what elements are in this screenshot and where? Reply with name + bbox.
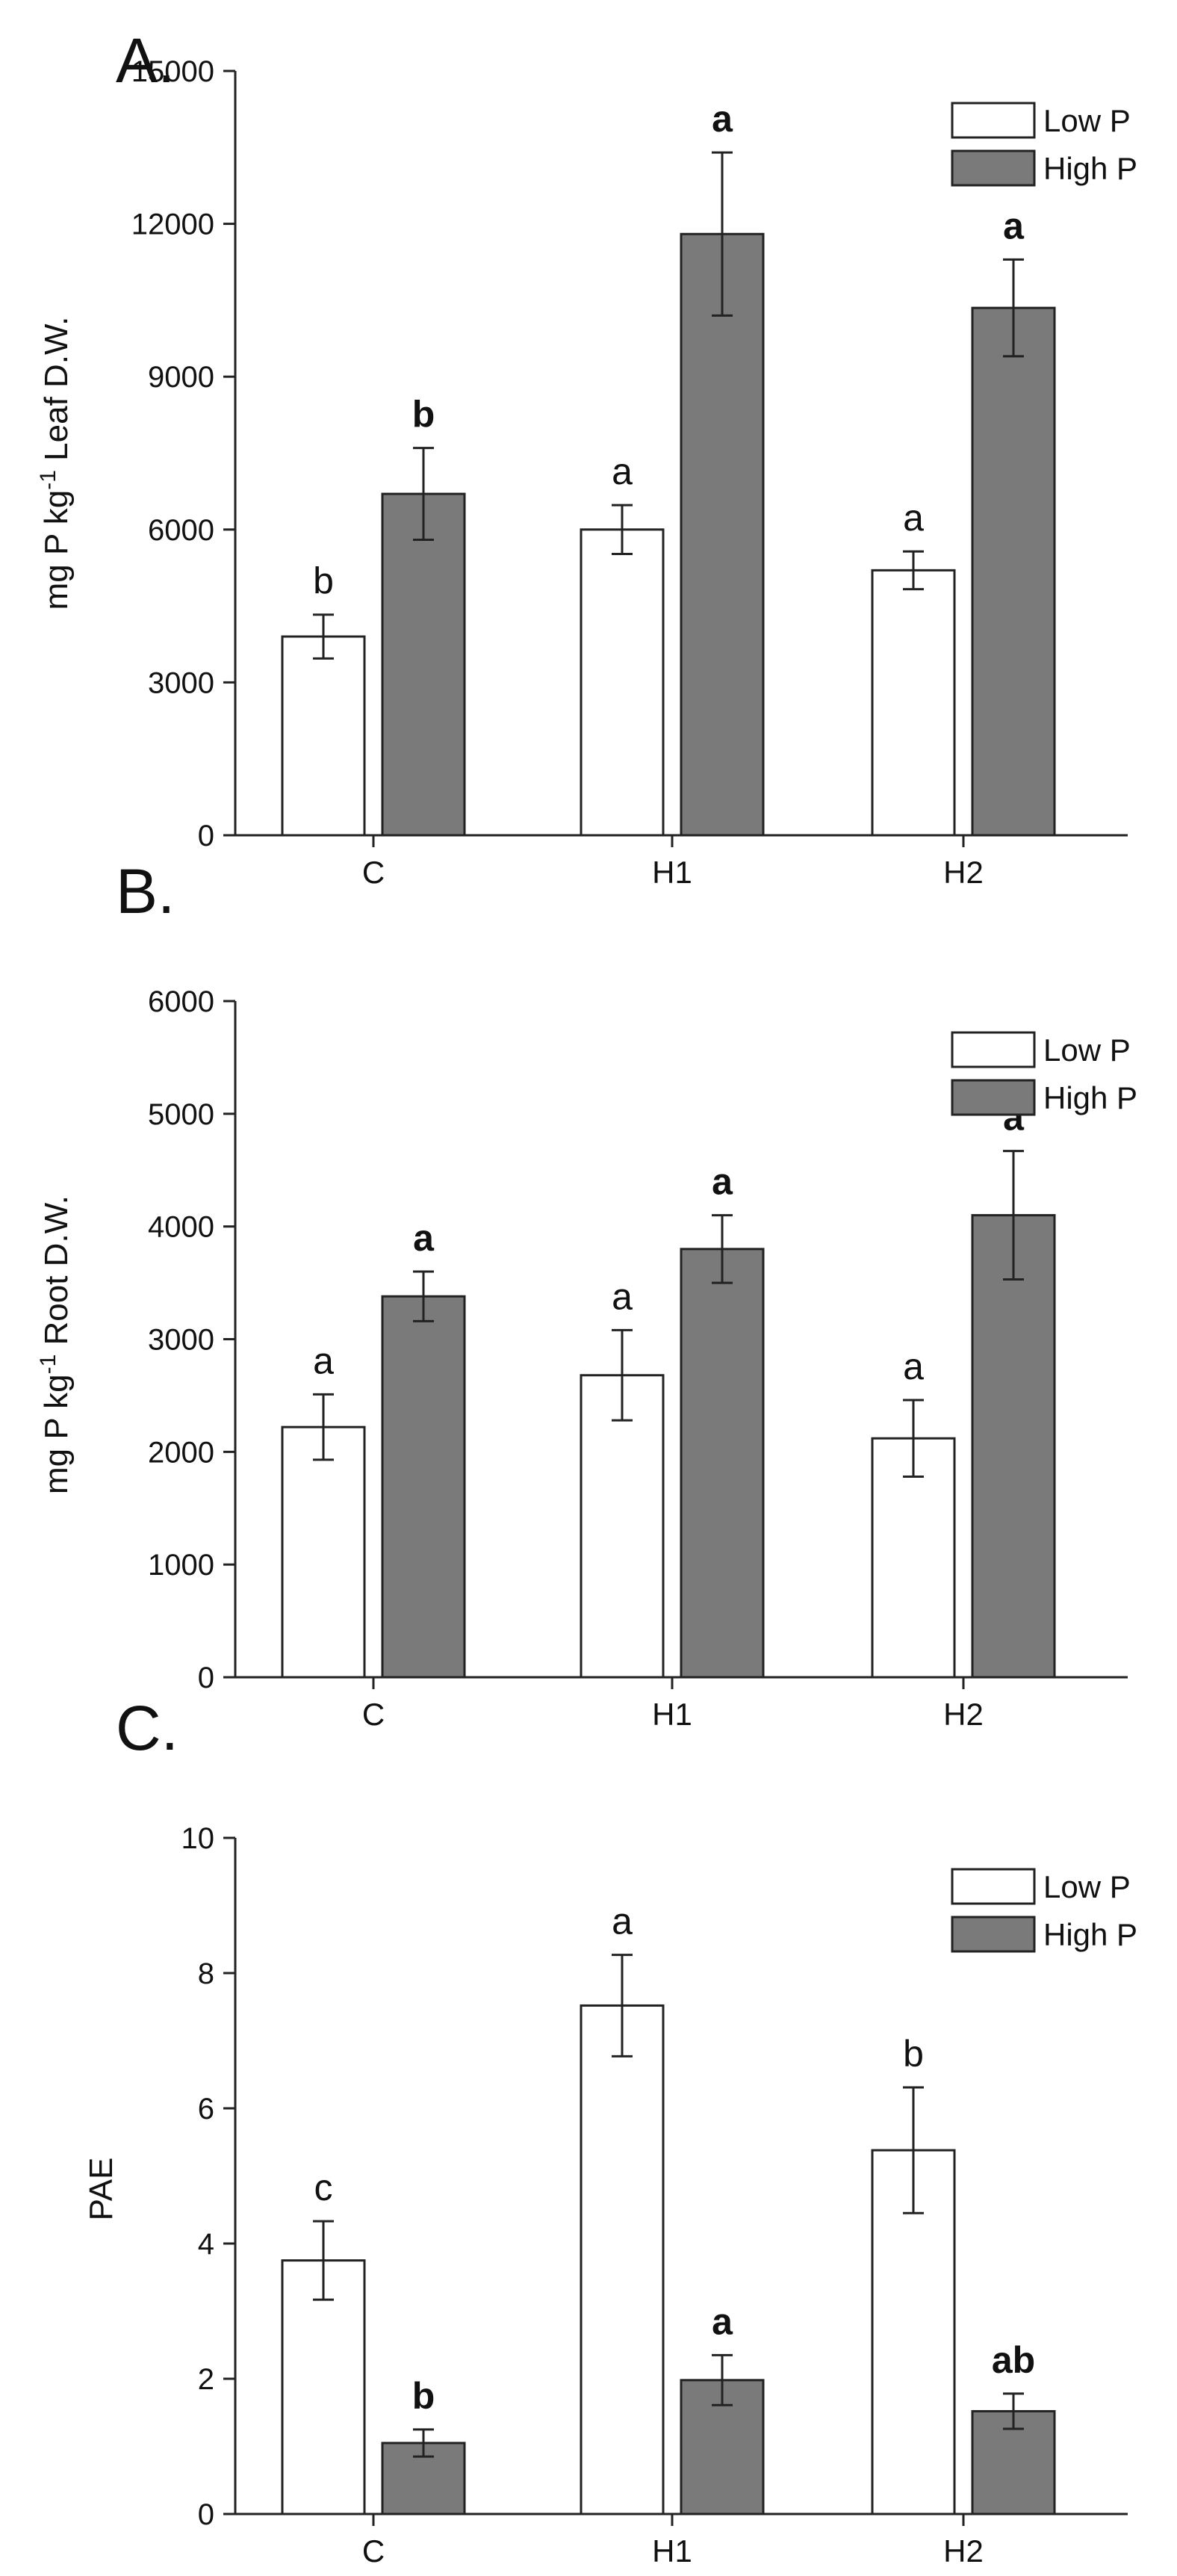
y-axis-label-main: mg P kg xyxy=(38,1374,75,1494)
bar-low-p xyxy=(871,1437,956,1679)
legend-label: Low P xyxy=(1043,103,1131,138)
significance-label: a xyxy=(612,451,633,492)
significance-label: a xyxy=(903,497,924,539)
x-tick-label: C xyxy=(362,2533,385,2569)
y-tick-label: 1000 xyxy=(148,1549,214,1582)
significance-label: b xyxy=(313,560,334,602)
chart-panel-b: B. mg P kg-1 Root D.W. 0 1000 2000 3000 4000 50… xyxy=(36,856,1137,1732)
significance-label: b xyxy=(412,394,435,436)
bar-low-p xyxy=(580,528,665,837)
bar-low-p xyxy=(580,1374,665,1679)
y-tick-label: 0 xyxy=(198,2498,214,2531)
legend-swatch-high-p xyxy=(951,1916,1036,1953)
legend-swatch-low-p xyxy=(951,1031,1036,1068)
y-tick-label: 0 xyxy=(198,820,214,852)
y-tick-label: 4000 xyxy=(148,1211,214,1244)
significance-label: a xyxy=(413,1217,435,1259)
y-tick-label: 2000 xyxy=(148,1436,214,1469)
y-axis-label: mg P kg-1 Leaf D.W. xyxy=(36,317,75,610)
significance-label: a xyxy=(712,98,733,140)
panel-label: A. xyxy=(116,25,175,96)
bar-high-p xyxy=(971,306,1056,837)
y-axis-label-rest: Leaf D.W. xyxy=(38,317,75,470)
y-tick-label: 10 xyxy=(181,1822,215,1855)
x-tick-label: H1 xyxy=(652,1697,692,1732)
panel-label: B. xyxy=(116,856,175,926)
x-tick-label: H2 xyxy=(943,1697,984,1732)
y-axis-label-main: mg P kg xyxy=(38,490,75,610)
bar-low-p xyxy=(281,635,366,837)
bar-high-p xyxy=(381,1295,466,1679)
bar-low-p xyxy=(580,2004,665,2515)
chart-panel-a: A. mg P kg-1 Leaf D.W. 0 3000 6000 9000 12000 1… xyxy=(36,25,1137,890)
y-tick-label: 3000 xyxy=(148,1324,214,1357)
legend-swatch-low-p xyxy=(951,1868,1036,1905)
significance-label: a xyxy=(612,1275,633,1317)
significance-label: a xyxy=(903,1346,924,1387)
significance-label: a xyxy=(313,1340,334,1381)
significance-label: a xyxy=(712,1161,733,1203)
bar-high-p xyxy=(680,232,765,837)
y-axis-label-superscript: -1 xyxy=(36,470,60,490)
bar-high-p xyxy=(381,492,466,837)
y-axis-label: PAE xyxy=(83,2158,119,2221)
y-tick-label: 5000 xyxy=(148,1098,214,1131)
x-tick-label: H2 xyxy=(943,855,984,890)
y-tick-label: 8 xyxy=(198,1957,214,1990)
x-tick-label: H1 xyxy=(652,855,692,890)
y-tick-label: 9000 xyxy=(148,361,214,394)
significance-label: a xyxy=(1003,205,1025,247)
y-tick-label: 6000 xyxy=(148,985,214,1018)
bar-low-p xyxy=(281,2259,366,2515)
y-axis-label-rest: Root D.W. xyxy=(38,1195,75,1354)
legend-swatch-low-p xyxy=(951,102,1036,139)
significance-label: c xyxy=(314,2167,333,2208)
legend-label: High P xyxy=(1043,1917,1137,1952)
significance-label: b xyxy=(903,2033,924,2075)
legend-label: High P xyxy=(1043,151,1137,186)
y-tick-label: 15000 xyxy=(131,55,214,88)
y-axis-label-main: PAE xyxy=(83,2158,119,2221)
y-tick-label: 0 xyxy=(198,1662,214,1694)
bar-low-p xyxy=(281,1425,366,1679)
y-tick-label: 12000 xyxy=(131,208,214,241)
significance-label: ab xyxy=(992,2339,1035,2381)
y-tick-label: 2 xyxy=(198,2363,214,2396)
panel-label: C. xyxy=(116,1693,178,1763)
x-tick-label: H2 xyxy=(943,2533,984,2569)
y-tick-label: 3000 xyxy=(148,666,214,699)
legend-swatch-high-p xyxy=(951,1079,1036,1116)
bar-high-p xyxy=(971,1214,1056,1679)
bar-low-p xyxy=(871,569,956,837)
y-axis-label-superscript: -1 xyxy=(36,1354,60,1375)
bar-high-p xyxy=(680,1248,765,1679)
y-tick-label: 4 xyxy=(198,2228,214,2261)
legend-label: Low P xyxy=(1043,1032,1131,1068)
significance-label: a xyxy=(712,2300,733,2342)
x-tick-label: C xyxy=(362,855,385,890)
x-tick-label: C xyxy=(362,1697,385,1732)
y-axis-label: mg P kg-1 Root D.W. xyxy=(36,1195,75,1494)
legend-label: High P xyxy=(1043,1080,1137,1115)
legend-label: Low P xyxy=(1043,1869,1131,1904)
x-tick-label: H1 xyxy=(652,2533,692,2569)
y-tick-label: 6000 xyxy=(148,514,214,547)
significance-label: a xyxy=(612,1901,633,1942)
y-tick-label: 6 xyxy=(198,2093,214,2125)
significance-label: b xyxy=(412,2375,435,2417)
legend-swatch-high-p xyxy=(951,149,1036,187)
